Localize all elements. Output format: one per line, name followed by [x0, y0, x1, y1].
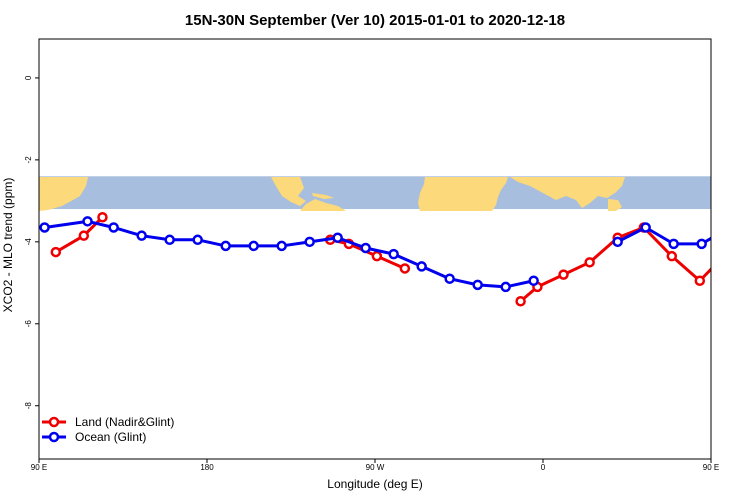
- legend-label-land: Land (Nadir&Glint): [75, 415, 174, 429]
- x-tick-label: 90 E: [31, 463, 47, 472]
- series-ocean: [39, 216, 734, 293]
- chart-title: 15N-30N September (Ver 10) 2015-01-01 to…: [185, 12, 565, 29]
- map-land-central-america: [271, 177, 306, 206]
- data-point-ocean: [388, 248, 399, 260]
- map-land-west-edge: [39, 177, 50, 192]
- legend-item-land: Land (Nadir&Glint): [42, 415, 174, 429]
- data-point-ocean: [360, 242, 371, 254]
- data-point-ocean: [248, 240, 259, 252]
- data-point-ocean: [220, 240, 231, 252]
- data-point-land: [666, 250, 678, 262]
- data-point-ocean: [164, 234, 175, 246]
- x-tick-label: 0: [541, 463, 546, 472]
- x-tick-label: 180: [200, 463, 214, 472]
- data-point-ocean: [416, 261, 427, 272]
- x-tick-label: 90 W: [366, 463, 385, 472]
- data-point-ocean: [82, 216, 93, 227]
- data-point-ocean: [304, 236, 315, 248]
- data-point-ocean: [668, 238, 679, 250]
- data-point-ocean: [472, 279, 483, 291]
- data-point-land: [50, 246, 62, 258]
- data-point-land: [78, 230, 90, 241]
- world-map-band: [39, 176, 711, 211]
- data-point-ocean: [332, 232, 343, 243]
- data-point-land: [724, 248, 732, 256]
- map-land-south-america-north: [300, 199, 346, 211]
- data-point-ocean: [640, 222, 651, 233]
- series-line-ocean: [44, 219, 534, 289]
- y-tick-label: -8: [24, 402, 33, 410]
- legend-item-ocean: Ocean (Glint): [42, 430, 146, 444]
- data-point-land: [584, 257, 595, 268]
- x-axis-label: Longitude (deg E): [327, 477, 422, 491]
- data-point-ocean: [192, 234, 203, 246]
- legend-marker-ocean: [48, 431, 60, 443]
- y-tick-label: -2: [24, 156, 33, 164]
- data-point-land: [558, 269, 569, 280]
- data-point-land: [694, 275, 706, 287]
- data-point-ocean: [39, 222, 50, 233]
- map-land-caribbean: [312, 193, 334, 199]
- series-line-ocean: [616, 225, 711, 246]
- map-land-africa-europe: [418, 177, 508, 211]
- y-tick-label: 0: [24, 75, 33, 80]
- y-axis-label: XCO2 - MLO trend (ppm): [1, 178, 15, 313]
- data-point-ocean: [108, 222, 119, 233]
- x-tick-label: 90 E: [703, 463, 719, 472]
- data-point-land: [371, 250, 383, 262]
- map-land-asia-east: [39, 177, 88, 211]
- data-point-land: [515, 295, 526, 307]
- data-point-ocean: [500, 281, 511, 293]
- data-point-land: [399, 263, 411, 274]
- legend: Land (Nadir&Glint) Ocean (Glint): [42, 415, 174, 444]
- data-point-ocean: [612, 236, 623, 248]
- data-point-ocean: [696, 238, 707, 250]
- map-land-arabia-india: [510, 177, 625, 208]
- y-tick-label: -6: [24, 320, 33, 328]
- data-point-ocean: [276, 240, 287, 252]
- y-tick-label: -4: [24, 238, 33, 246]
- map-land-southeast-asia: [608, 199, 622, 211]
- data-point-ocean: [726, 223, 734, 231]
- map-land: [39, 177, 625, 211]
- data-point-ocean: [136, 230, 147, 241]
- series-line-land: [519, 225, 711, 303]
- data-point-ocean: [444, 273, 455, 284]
- data-point-land: [97, 211, 108, 223]
- y-axis: 0 -2 -4 -6 -8: [24, 75, 39, 409]
- legend-label-ocean: Ocean (Glint): [75, 430, 146, 444]
- data-point-ocean: [528, 275, 539, 287]
- legend-marker-land: [48, 416, 60, 428]
